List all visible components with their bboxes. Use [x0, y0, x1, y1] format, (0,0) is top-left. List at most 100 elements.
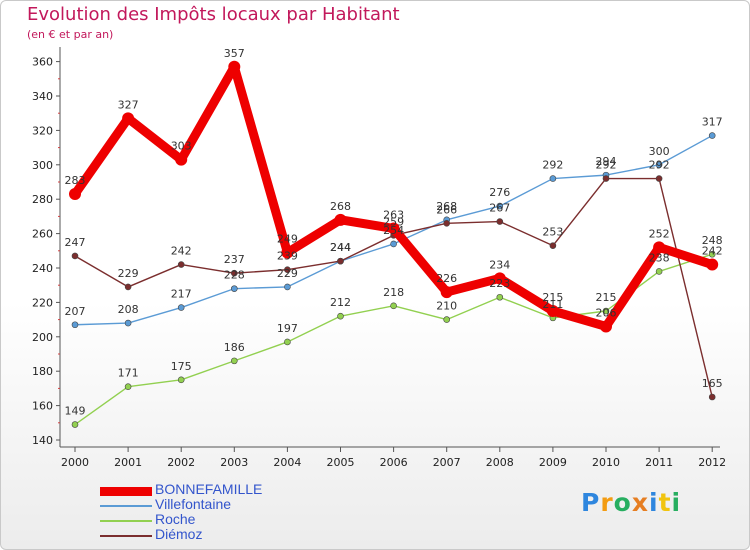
data-label: 248 [702, 234, 723, 247]
logo-letter: P [581, 488, 601, 517]
data-point [71, 421, 79, 428]
data-label: 207 [65, 305, 86, 318]
data-point [231, 357, 238, 365]
data-label: 252 [649, 227, 670, 240]
logo-letter: o [613, 488, 632, 517]
data-label: 242 [702, 245, 723, 258]
data-point [122, 112, 135, 125]
y-tick-label: 180 [32, 365, 53, 378]
data-point [549, 242, 557, 249]
data-label: 206 [596, 306, 617, 319]
data-point [708, 393, 716, 401]
data-label: 303 [171, 140, 192, 153]
data-point [443, 316, 451, 323]
data-point [124, 283, 132, 291]
legend-swatch [100, 535, 152, 537]
x-tick-label: 2004 [273, 456, 301, 469]
chart-title: Evolution des Impôts locaux par Habitant [27, 4, 400, 25]
data-label: 217 [171, 288, 192, 301]
data-label: 327 [118, 98, 139, 111]
chart-subtitle: (en € et par an) [27, 28, 114, 41]
data-point [546, 305, 559, 317]
data-point [337, 312, 344, 320]
data-label: 212 [330, 296, 351, 309]
data-label: 268 [436, 200, 457, 213]
data-point [653, 241, 666, 254]
data-label: 229 [118, 267, 139, 280]
data-label: 215 [542, 291, 563, 304]
data-label: 186 [224, 341, 245, 354]
data-label: 237 [224, 253, 245, 266]
series-line-roche [74, 253, 713, 426]
data-label: 249 [277, 233, 298, 246]
data-point [231, 285, 238, 292]
data-point [281, 246, 294, 259]
data-point [602, 307, 610, 315]
data-label: 239 [277, 250, 298, 263]
logo-letter: r [600, 488, 614, 517]
x-tick-label: 2006 [380, 456, 408, 469]
data-point [390, 302, 397, 310]
logo-letter: i [649, 488, 659, 517]
data-label: 211 [542, 298, 563, 311]
data-label: 175 [171, 360, 192, 373]
data-point [655, 268, 663, 275]
y-tick-label: 200 [32, 331, 53, 344]
data-label: 266 [436, 203, 457, 216]
legend-swatch [100, 520, 152, 522]
data-point [177, 261, 185, 268]
data-point [337, 257, 344, 265]
data-label: 228 [224, 269, 245, 282]
data-point [440, 286, 453, 299]
data-label: 218 [383, 286, 404, 299]
legend-label: Diémoz [155, 526, 203, 542]
data-label: 292 [542, 159, 563, 172]
data-point [124, 383, 132, 390]
data-point [493, 272, 506, 285]
data-label: 268 [330, 200, 351, 213]
y-tick-label: 160 [32, 400, 53, 413]
data-point [708, 132, 716, 139]
proxiti-logo: Proxiti [581, 488, 681, 517]
data-point [71, 252, 79, 260]
y-tick-label: 260 [32, 228, 53, 241]
data-label: 229 [277, 267, 298, 280]
data-label: 215 [596, 291, 617, 304]
data-label: 247 [65, 236, 86, 249]
x-tick-label: 2011 [645, 456, 673, 469]
data-point [69, 188, 81, 201]
y-tick-label: 360 [32, 56, 53, 69]
logo-letter: x [631, 488, 649, 517]
x-tick-label: 2010 [592, 456, 620, 469]
legend-label: BONNEFAMILLE [155, 481, 263, 497]
data-label: 283 [65, 174, 86, 187]
data-point [655, 161, 663, 169]
data-point [334, 213, 347, 226]
y-tick-label: 220 [32, 296, 53, 309]
data-point [231, 269, 238, 277]
data-label: 165 [702, 377, 723, 390]
data-label: 254 [383, 224, 404, 237]
data-point [708, 250, 716, 258]
data-point [496, 202, 504, 210]
y-tick-label: 300 [32, 159, 53, 172]
x-tick-label: 2002 [167, 456, 195, 469]
x-tick-label: 2003 [220, 456, 248, 469]
x-tick-label: 2000 [61, 456, 89, 469]
y-tick-label: 240 [32, 262, 53, 275]
legend-label: Villefontaine [155, 496, 232, 512]
data-point [284, 283, 291, 291]
data-label: 223 [489, 277, 510, 290]
data-label: 317 [702, 116, 723, 129]
data-point [390, 240, 397, 248]
data-point [496, 218, 504, 225]
data-label: 242 [171, 245, 192, 258]
data-label: 276 [489, 186, 510, 199]
data-point [706, 258, 719, 271]
x-tick-label: 2001 [114, 456, 142, 469]
data-label: 244 [330, 241, 351, 254]
data-point [443, 219, 451, 227]
data-point [124, 319, 132, 327]
x-tick-label: 2009 [539, 456, 567, 469]
